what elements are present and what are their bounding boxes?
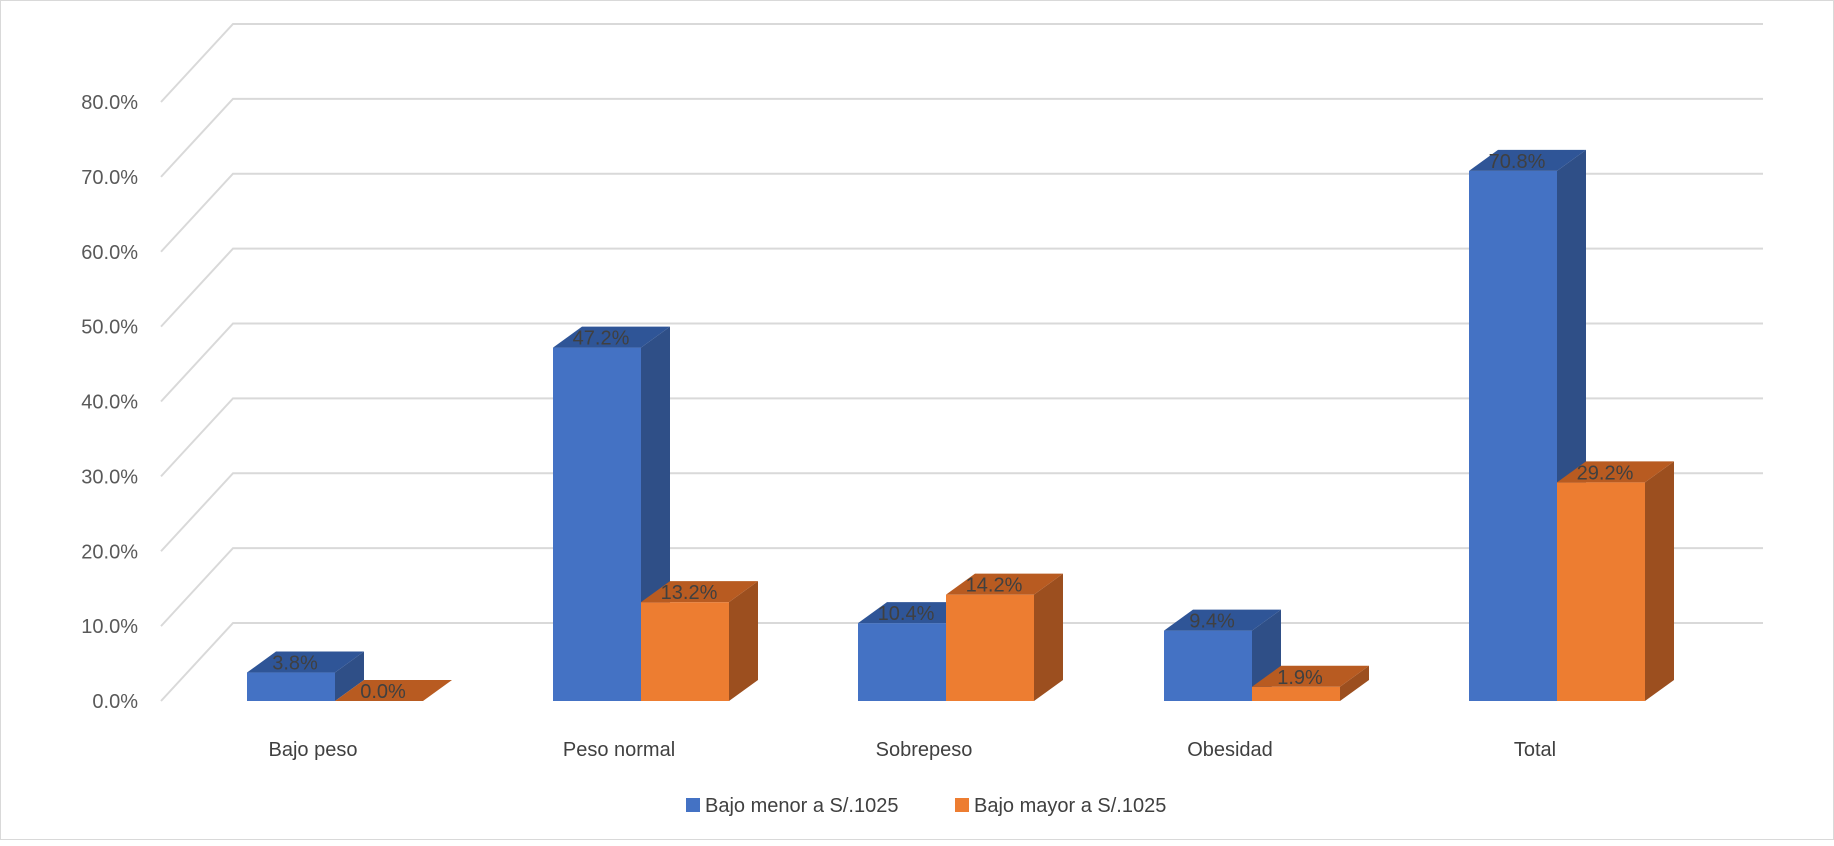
legend: Bajo menor a S/.1025 Bajo mayor a S/.1025 (686, 795, 1166, 817)
bar-front (553, 347, 641, 701)
data-label: 10.4% (878, 603, 935, 625)
bar-top (946, 573, 1063, 595)
bar-top (641, 581, 758, 603)
bar-top (1252, 665, 1369, 687)
y-tick-label: 70.0% (81, 167, 138, 189)
gridline (160, 547, 1763, 627)
gridline (160, 172, 1763, 253)
bar-top (1469, 149, 1586, 171)
bar-front (247, 672, 335, 701)
bar-top (858, 602, 975, 624)
y-tick-label: 40.0% (81, 392, 138, 414)
x-tick-label: Sobrepeso (876, 739, 973, 761)
x-tick-label: Bajo peso (269, 739, 358, 761)
legend-label: Bajo mayor a S/.1025 (974, 795, 1166, 817)
bar-top (553, 326, 670, 348)
bar-side (335, 651, 364, 701)
data-label: 9.4% (1189, 611, 1235, 633)
y-tick-label: 80.0% (81, 92, 138, 114)
data-label: 13.2% (661, 582, 718, 604)
bar-front (858, 623, 946, 701)
gridline (160, 472, 1763, 552)
data-label: 14.2% (966, 575, 1023, 597)
y-tick-label: 60.0% (81, 242, 138, 264)
bars (247, 149, 1674, 701)
y-tick-label: 20.0% (81, 541, 138, 563)
bar-front (641, 602, 729, 701)
bar (641, 581, 758, 701)
legend-item: Bajo mayor a S/.1025 (955, 795, 1166, 817)
data-label: 47.2% (573, 328, 630, 350)
y-tick-label: 30.0% (81, 466, 138, 488)
legend-item: Bajo menor a S/.1025 (686, 795, 898, 817)
data-labels: 3.8% 0.0% 47.2% 13.2% 10.4% 14.2% 9.4% 1.9% 70.8… (272, 151, 1633, 703)
y-tick-label: 50.0% (81, 317, 138, 339)
bar (946, 573, 1063, 701)
bar-side (729, 581, 758, 701)
data-label: 1.9% (1277, 667, 1323, 689)
x-tick-label: Obesidad (1187, 739, 1273, 761)
gridline (160, 23, 1763, 103)
gridline (160, 247, 1763, 328)
bar-top (1557, 461, 1674, 483)
gridlines (160, 23, 1763, 702)
bar-top (335, 680, 452, 701)
bar-front (1469, 170, 1557, 701)
gridline (160, 97, 1763, 178)
bar (1557, 461, 1674, 701)
bar-side (1340, 665, 1369, 701)
bar-top (1164, 609, 1281, 631)
y-tick-label: 0.0% (92, 691, 138, 713)
x-axis-ticks: Bajo peso Peso normal Sobrepeso Obesidad Tot… (269, 739, 1557, 761)
bar-front (1164, 630, 1252, 701)
data-label: 70.8% (1489, 151, 1546, 173)
bar-front (1557, 482, 1645, 701)
y-axis-ticks: 0.0% 10.0% 20.0% 30.0% 40.0% 50.0% 60.0% 70.0% 8… (81, 92, 138, 713)
bar (247, 651, 364, 701)
gridline (160, 397, 1763, 478)
x-tick-label: Total (1514, 739, 1556, 761)
bar-top (247, 651, 364, 673)
bar-side (1645, 461, 1674, 701)
data-label: 0.0% (360, 681, 406, 703)
gridline (160, 322, 1763, 403)
bar (1252, 665, 1369, 701)
bar (1164, 609, 1281, 701)
bar-front (1252, 686, 1340, 701)
x-tick-label: Peso normal (563, 739, 675, 761)
bar-front (946, 594, 1034, 701)
bar (335, 680, 452, 701)
data-label: 29.2% (1577, 462, 1634, 484)
bar-side (1034, 573, 1063, 701)
legend-swatch (955, 798, 969, 812)
y-tick-label: 10.0% (81, 616, 138, 638)
legend-label: Bajo menor a S/.1025 (705, 795, 898, 817)
legend-swatch (686, 798, 700, 812)
data-label: 3.8% (272, 653, 318, 675)
